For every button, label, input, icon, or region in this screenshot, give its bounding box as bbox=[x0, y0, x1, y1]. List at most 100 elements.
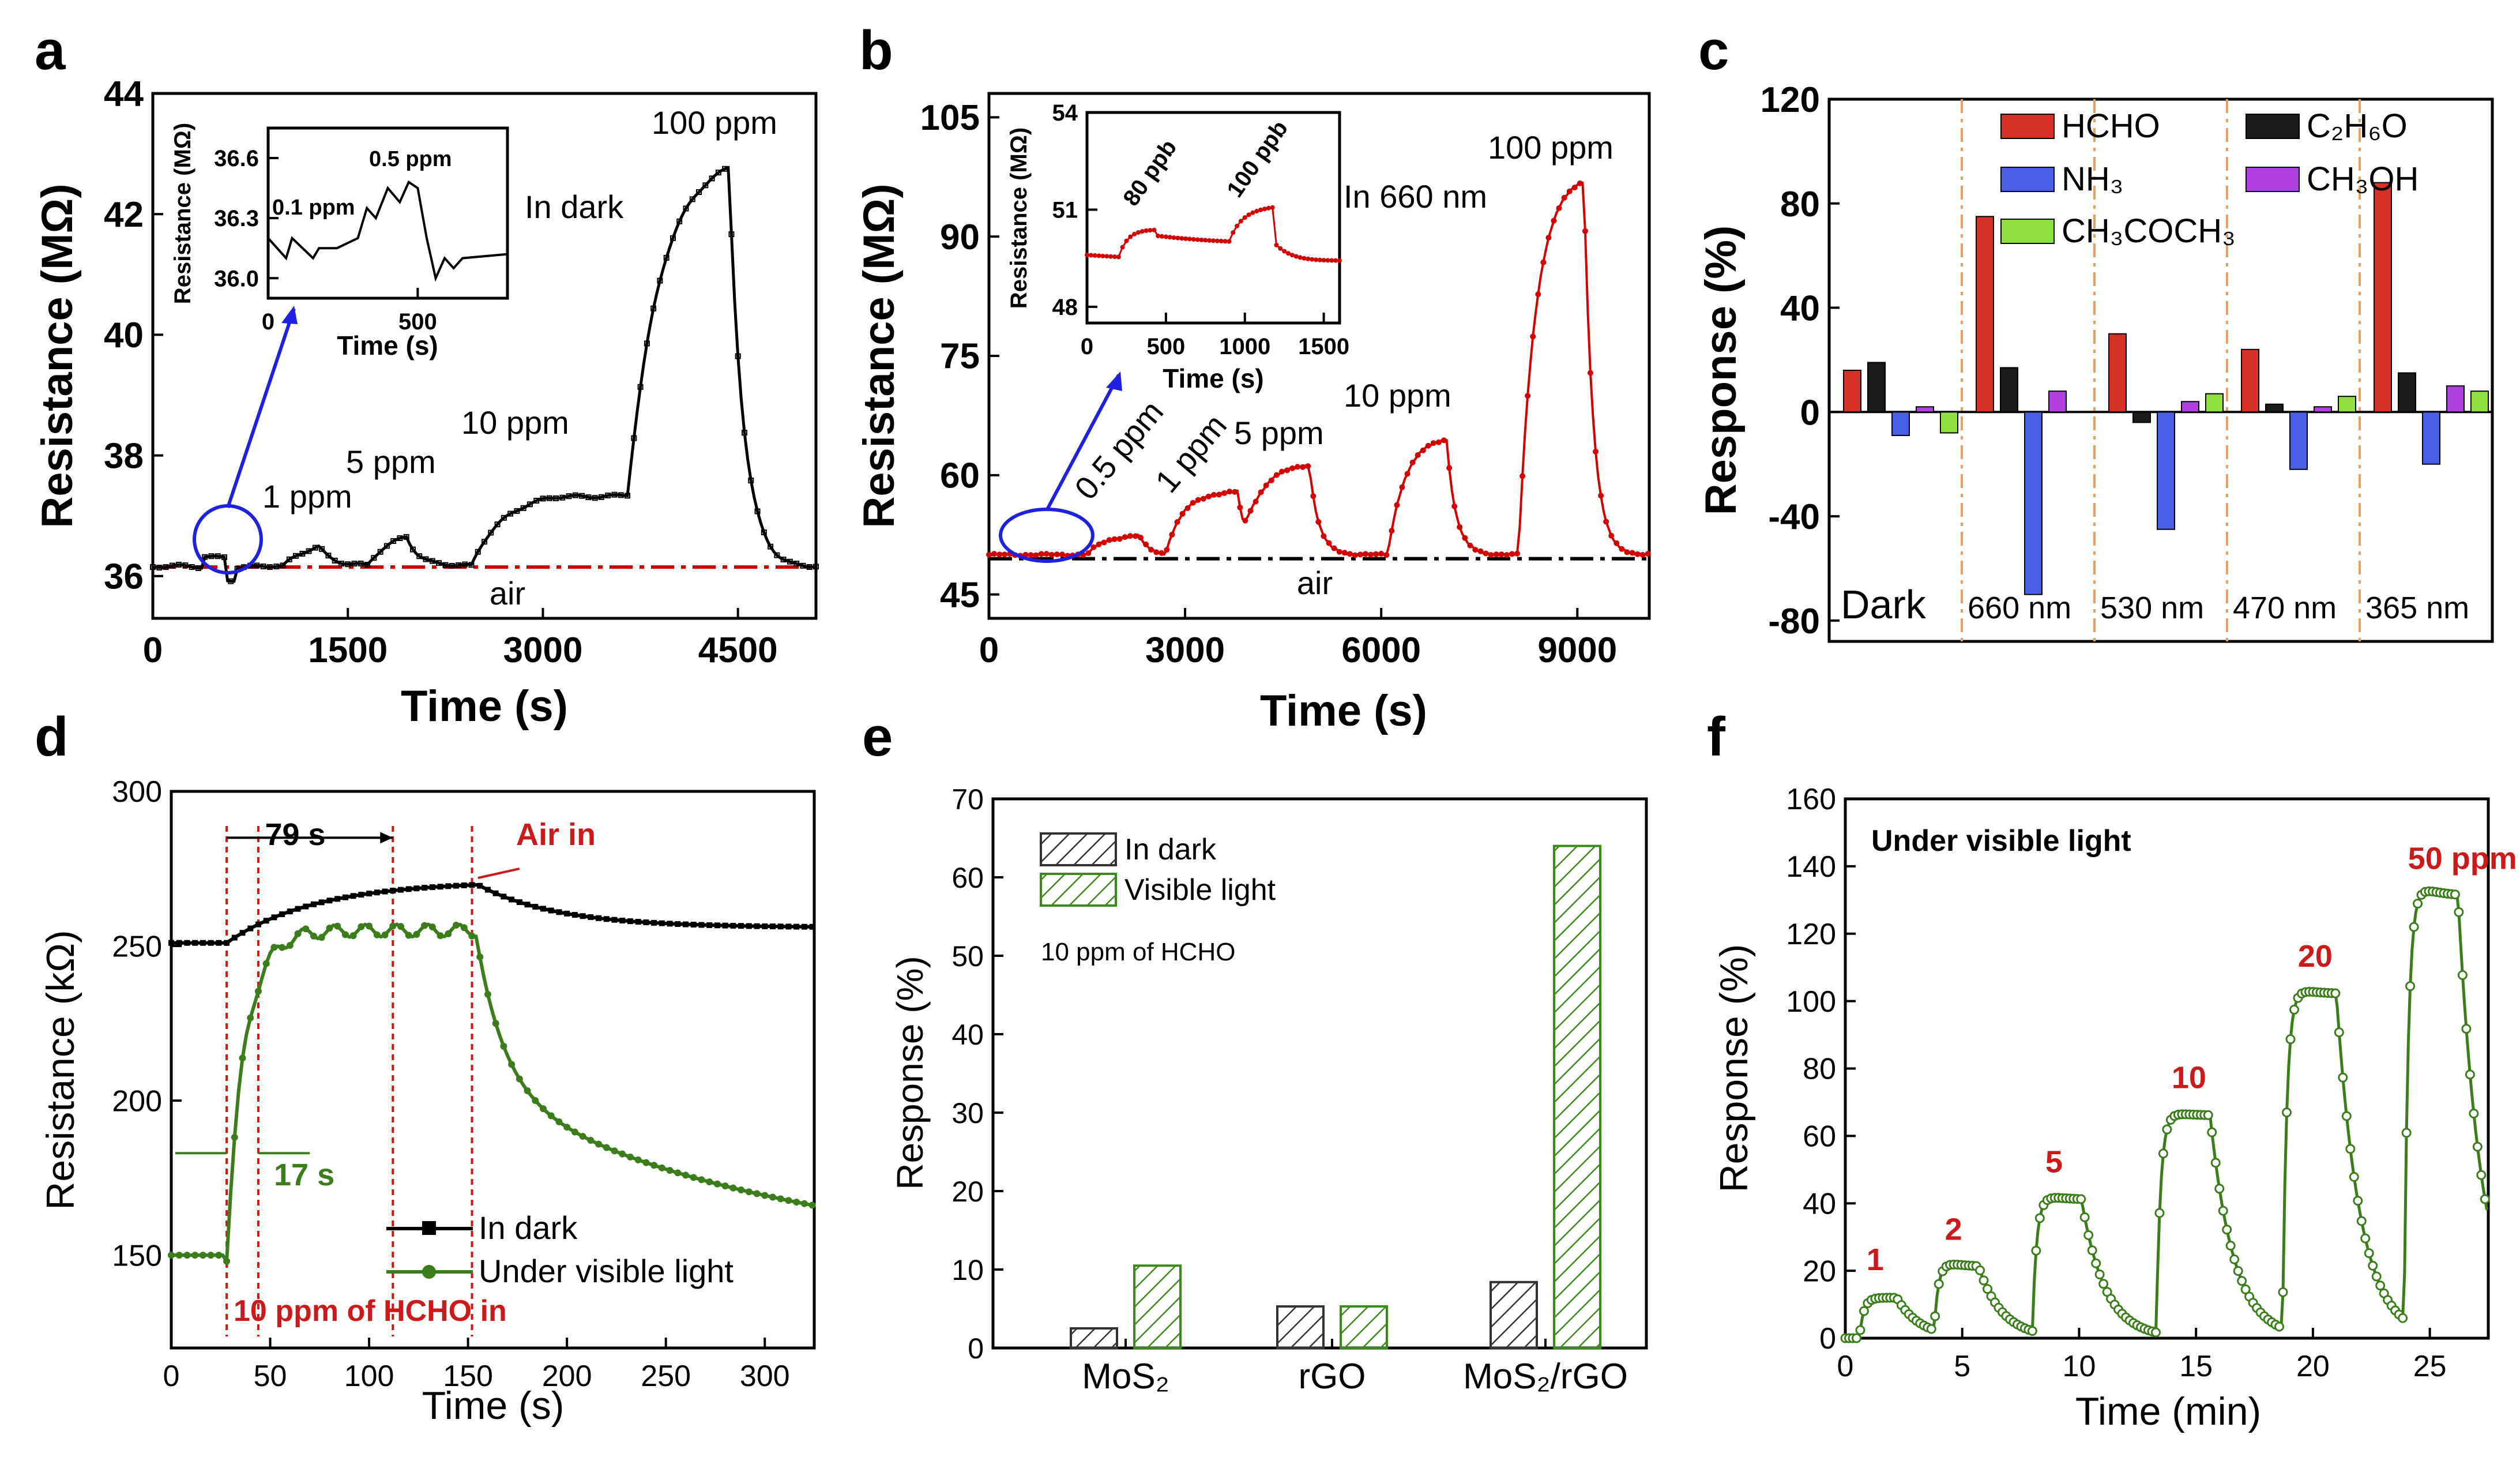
panel-c-bars bbox=[1843, 182, 2489, 595]
data-point bbox=[2476, 1170, 2487, 1180]
dark-point bbox=[540, 906, 546, 912]
light-point bbox=[247, 1014, 254, 1022]
inset-point bbox=[1302, 256, 1307, 261]
light-point bbox=[626, 1153, 634, 1161]
light-point bbox=[658, 1164, 665, 1171]
dark-point bbox=[683, 921, 689, 927]
panel-f-annotation: Under visible light bbox=[1871, 824, 2131, 858]
bar-In-dark-MoS2 bbox=[1070, 1327, 1118, 1349]
inset-point bbox=[1124, 238, 1129, 243]
group-label: 530 nm bbox=[2100, 591, 2204, 625]
data-point bbox=[2034, 1213, 2045, 1223]
light-point bbox=[634, 1156, 642, 1163]
data-point bbox=[2207, 1127, 2217, 1137]
dark-point bbox=[366, 891, 373, 897]
light-point bbox=[682, 1171, 689, 1179]
dark-point bbox=[437, 884, 443, 890]
data-point bbox=[377, 549, 383, 555]
light-point bbox=[539, 1105, 547, 1113]
data-point bbox=[254, 562, 260, 569]
data-point bbox=[1127, 533, 1133, 539]
light-point bbox=[294, 930, 302, 937]
inset-point bbox=[1104, 254, 1109, 259]
panel-c-group-labels: Dark 660 nm 530 nm 470 nm 365 nm bbox=[1841, 582, 2469, 627]
inset-point bbox=[1183, 236, 1188, 241]
bar-C2H6O-1 bbox=[2000, 367, 2018, 413]
data-point bbox=[2289, 1004, 2299, 1015]
data-point bbox=[1048, 551, 1055, 558]
y-tick-label: 60 bbox=[951, 862, 984, 894]
data-point bbox=[793, 561, 800, 567]
data-point bbox=[1164, 547, 1170, 553]
dark-point bbox=[722, 922, 728, 929]
legend-swatch-CH3OH bbox=[2246, 167, 2300, 192]
data-point bbox=[2278, 1287, 2288, 1297]
data-point bbox=[1368, 551, 1374, 558]
data-point bbox=[501, 515, 507, 521]
legend-swatch-NH3 bbox=[2000, 167, 2055, 192]
data-point bbox=[2401, 1128, 2412, 1138]
data-point bbox=[1232, 489, 1238, 495]
dark-point bbox=[318, 899, 325, 906]
dark-point bbox=[200, 940, 206, 946]
data-point bbox=[768, 543, 774, 550]
data-point bbox=[169, 562, 175, 569]
data-point bbox=[1509, 551, 1515, 557]
data-point bbox=[163, 564, 169, 570]
dark-point bbox=[516, 899, 522, 906]
light-point bbox=[611, 1147, 618, 1155]
data-point bbox=[2094, 1269, 2105, 1279]
dark-point bbox=[358, 892, 364, 898]
data-point bbox=[631, 435, 637, 441]
data-point bbox=[813, 564, 819, 570]
data-point bbox=[1488, 552, 1494, 558]
data-point bbox=[215, 553, 221, 559]
data-point bbox=[1059, 551, 1065, 558]
data-point bbox=[1587, 370, 1593, 376]
light-point bbox=[500, 1042, 507, 1050]
light-point bbox=[445, 930, 452, 937]
light-point bbox=[254, 987, 262, 995]
data-point bbox=[1435, 439, 1442, 445]
data-point bbox=[2334, 1027, 2344, 1038]
data-point bbox=[403, 534, 409, 540]
light-point bbox=[642, 1159, 650, 1166]
inset-point bbox=[1187, 236, 1192, 242]
data-point bbox=[533, 498, 540, 504]
bar-NH3-0 bbox=[1891, 411, 1910, 436]
y-tick-label: -80 bbox=[1768, 602, 1820, 641]
data-point bbox=[696, 189, 702, 196]
legend-label-light: Under visible light bbox=[479, 1253, 734, 1289]
inset-point bbox=[1258, 207, 1263, 212]
y-tick-label: 36.6 bbox=[214, 146, 259, 171]
data-point bbox=[1184, 505, 1191, 512]
panel-a-chart: 0 1500 3000 4500 36 38 40 42 44 Time (s) Resista… bbox=[33, 74, 819, 731]
data-point bbox=[266, 564, 273, 570]
light-point bbox=[460, 924, 468, 932]
inset-point bbox=[1148, 228, 1153, 233]
data-point bbox=[2450, 889, 2460, 900]
bar-CH3OH-3 bbox=[2314, 406, 2332, 413]
data-point bbox=[2091, 1258, 2101, 1268]
panel-a-ticks: 0 1500 3000 4500 36 38 40 42 44 bbox=[104, 74, 778, 670]
light-point bbox=[168, 1252, 175, 1259]
data-point bbox=[1535, 291, 1541, 298]
light-point bbox=[175, 1252, 183, 1259]
light-point bbox=[183, 1252, 191, 1259]
dark-point bbox=[422, 885, 428, 891]
dark-point bbox=[334, 896, 341, 902]
data-point bbox=[663, 255, 670, 261]
data-point bbox=[2150, 1327, 2161, 1338]
dark-point bbox=[382, 888, 388, 895]
y-tick-label: 40 bbox=[951, 1019, 984, 1051]
data-point bbox=[2364, 1248, 2374, 1259]
dark-point bbox=[777, 923, 784, 930]
inset-point bbox=[1203, 238, 1208, 243]
dark-point bbox=[564, 910, 570, 917]
inset-point bbox=[1223, 239, 1228, 244]
inset-point bbox=[1231, 230, 1236, 235]
group-label: Dark bbox=[1841, 582, 1927, 627]
light-point bbox=[713, 1180, 721, 1188]
data-point bbox=[312, 545, 318, 551]
light-point bbox=[793, 1199, 800, 1206]
